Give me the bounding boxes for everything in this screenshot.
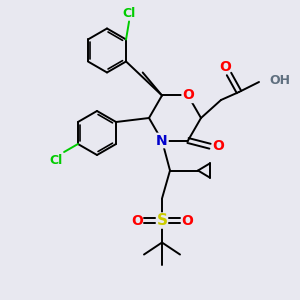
Text: O: O <box>182 88 194 103</box>
Text: O: O <box>131 214 143 227</box>
Text: OH: OH <box>269 74 290 86</box>
Text: O: O <box>181 214 193 227</box>
Text: N: N <box>156 134 168 148</box>
Text: Cl: Cl <box>122 7 136 20</box>
Text: O: O <box>219 60 231 74</box>
Text: S: S <box>157 213 167 228</box>
Text: O: O <box>212 139 224 153</box>
Text: Cl: Cl <box>50 154 63 166</box>
Text: N: N <box>156 134 168 148</box>
